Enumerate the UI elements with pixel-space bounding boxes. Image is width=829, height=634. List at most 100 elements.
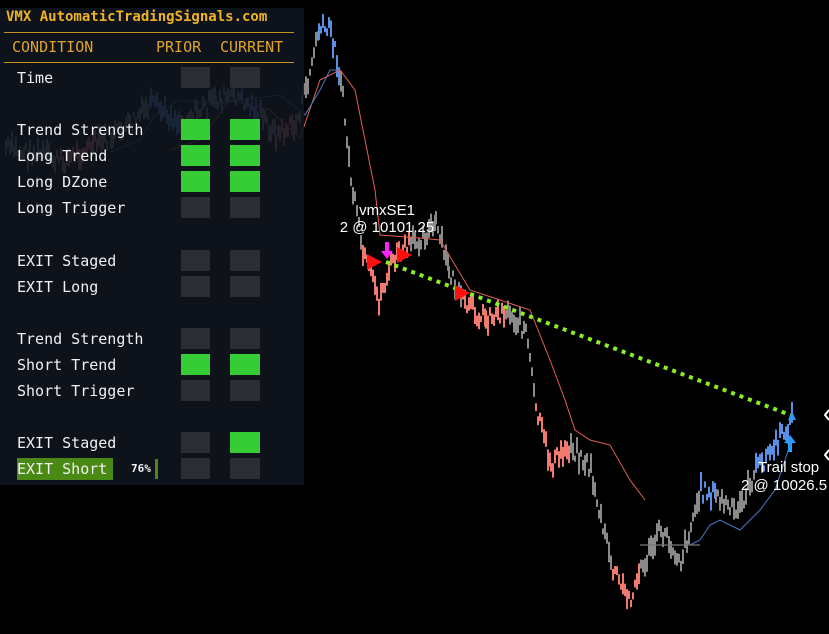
price-bar bbox=[529, 353, 531, 362]
prior-indicator bbox=[181, 458, 210, 479]
progress-value: 76% bbox=[131, 462, 151, 475]
price-bar bbox=[789, 417, 791, 426]
price-bar bbox=[596, 499, 598, 507]
price-bar bbox=[692, 512, 694, 522]
price-bar bbox=[394, 254, 396, 272]
price-bar bbox=[420, 239, 422, 250]
condition-label: Long Trend bbox=[17, 147, 108, 165]
price-bar bbox=[767, 446, 769, 455]
price-bar bbox=[535, 403, 537, 411]
price-bar bbox=[602, 528, 604, 535]
price-bar bbox=[620, 583, 622, 590]
price-bar bbox=[612, 568, 614, 581]
condition-label: Short Trigger bbox=[17, 382, 135, 400]
price-bar bbox=[356, 205, 358, 217]
price-bar bbox=[729, 507, 731, 516]
prior-indicator bbox=[181, 145, 210, 166]
price-bar bbox=[525, 323, 527, 332]
current-indicator bbox=[230, 276, 260, 297]
condition-label: Long Trigger bbox=[17, 199, 126, 217]
price-bar bbox=[632, 592, 634, 600]
price-bar bbox=[644, 558, 646, 577]
price-bar bbox=[648, 537, 650, 556]
header-condition: CONDITION bbox=[12, 38, 94, 56]
price-bar bbox=[539, 412, 541, 422]
price-bar bbox=[763, 465, 765, 472]
price-bar bbox=[432, 220, 434, 237]
price-bar bbox=[326, 28, 328, 36]
price-bar bbox=[634, 579, 636, 588]
price-bar bbox=[497, 299, 499, 321]
price-bar bbox=[708, 486, 710, 498]
price-bar bbox=[757, 456, 759, 469]
price-bar bbox=[336, 55, 338, 78]
price-bar bbox=[344, 118, 346, 126]
prior-indicator bbox=[181, 354, 210, 375]
price-bar bbox=[598, 509, 600, 519]
price-bar bbox=[652, 537, 654, 560]
price-bar bbox=[785, 426, 787, 441]
price-bar bbox=[646, 554, 648, 572]
price-bar bbox=[386, 272, 388, 286]
price-bar bbox=[472, 294, 474, 310]
price-bar bbox=[322, 14, 324, 28]
prior-indicator bbox=[181, 171, 210, 192]
price-bar bbox=[586, 453, 588, 463]
price-bar bbox=[390, 251, 392, 266]
price-bar bbox=[721, 488, 723, 504]
price-bar bbox=[712, 481, 714, 493]
price-bar bbox=[374, 275, 376, 295]
prior-indicator bbox=[181, 250, 210, 271]
price-bar bbox=[376, 286, 378, 301]
price-bar bbox=[382, 282, 384, 293]
price-bar bbox=[706, 494, 708, 501]
price-bar bbox=[783, 431, 785, 440]
current-indicator bbox=[230, 197, 260, 218]
price-bar bbox=[311, 57, 313, 66]
price-bar bbox=[572, 442, 574, 461]
price-bar bbox=[590, 453, 592, 473]
price-bar bbox=[408, 231, 410, 246]
price-bar bbox=[468, 297, 470, 311]
condition-label: Long DZone bbox=[17, 173, 108, 191]
price-bar bbox=[552, 463, 554, 478]
price-bar bbox=[495, 306, 497, 317]
price-bar bbox=[358, 216, 360, 228]
price-bar bbox=[584, 455, 586, 476]
price-bar bbox=[719, 496, 721, 511]
price-bar bbox=[676, 553, 678, 566]
current-indicator bbox=[230, 328, 260, 349]
price-bar bbox=[533, 383, 535, 397]
condition-label: EXIT Staged bbox=[17, 434, 117, 452]
current-indicator bbox=[230, 67, 260, 88]
price-bar bbox=[759, 453, 761, 466]
price-bar bbox=[616, 566, 618, 576]
condition-row: Time bbox=[0, 67, 304, 89]
price-bar bbox=[717, 489, 719, 497]
price-bar bbox=[402, 244, 404, 256]
price-bar bbox=[362, 244, 364, 267]
price-bar bbox=[640, 559, 642, 569]
progress-bar bbox=[155, 459, 158, 479]
price-bar bbox=[370, 264, 372, 277]
price-bar bbox=[550, 463, 552, 472]
price-bar bbox=[592, 476, 594, 495]
price-bar bbox=[478, 312, 480, 330]
price-bar bbox=[545, 431, 547, 447]
price-bar bbox=[682, 549, 684, 564]
price-bar bbox=[541, 416, 543, 433]
entry-marker-icon bbox=[397, 247, 412, 263]
price-bar bbox=[501, 302, 503, 314]
condition-row: Trend Strength bbox=[0, 328, 304, 350]
condition-label: Short Trend bbox=[17, 356, 117, 374]
price-bar bbox=[636, 573, 638, 590]
price-bar bbox=[650, 535, 652, 557]
exit-signal-fill: 2 @ 10026.5 bbox=[741, 477, 828, 494]
price-bar bbox=[588, 468, 590, 477]
prior-indicator bbox=[181, 432, 210, 453]
right-edge-marker-icon bbox=[823, 409, 829, 421]
current-indicator bbox=[230, 250, 260, 271]
price-bar bbox=[480, 315, 482, 322]
price-bar bbox=[523, 320, 525, 334]
header-prior: PRIOR bbox=[156, 38, 202, 56]
